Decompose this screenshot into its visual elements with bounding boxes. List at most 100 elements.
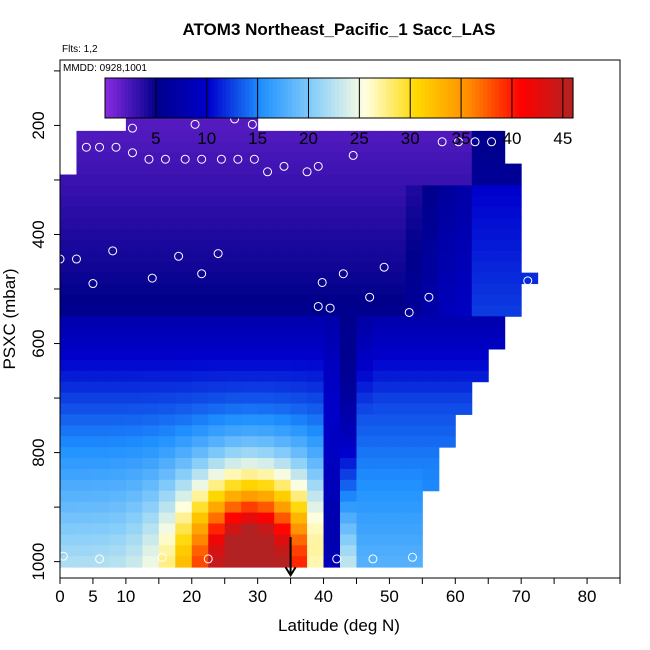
heatmap-cell [125, 250, 143, 263]
heatmap-cell [389, 468, 407, 481]
colorbar-segment [132, 78, 137, 118]
colorbar-segment [323, 78, 328, 118]
heatmap-cell [290, 272, 308, 285]
heatmap-cell [158, 185, 176, 197]
colorbar-segment [350, 78, 356, 118]
heatmap-cell [175, 523, 193, 535]
colorbar-segment [284, 78, 289, 118]
heatmap-cell [340, 381, 357, 394]
heatmap-cell [422, 327, 440, 339]
heatmap-cell [290, 501, 308, 514]
heatmap-cell [307, 338, 325, 350]
x-axis-label: Latitude (deg N) [278, 616, 400, 635]
heatmap-cell [307, 403, 325, 415]
heatmap-cell [405, 392, 423, 405]
heatmap-cell [191, 207, 209, 219]
heatmap-cell [257, 141, 275, 154]
heatmap-cell [455, 338, 473, 350]
colorbar-segment [409, 78, 414, 118]
heatmap-cell [191, 392, 209, 405]
heatmap-cell [372, 316, 390, 328]
heatmap-cell [405, 272, 423, 285]
heatmap-cell [224, 283, 242, 295]
heatmap-cell [455, 392, 473, 405]
heatmap-cell [274, 436, 292, 448]
heatmap-cell [422, 152, 440, 165]
colorbar-segment [198, 78, 204, 118]
colorbar-segment [358, 78, 363, 118]
heatmap-cell [191, 218, 209, 230]
date-annotation: MMDD: 0928,1001 [63, 63, 147, 74]
colorbar-segment [249, 78, 254, 118]
heatmap-cell [158, 414, 176, 426]
heatmap-cell [125, 545, 143, 557]
heatmap-cell [422, 370, 440, 383]
heatmap-cell [290, 512, 308, 524]
heatmap-cell [405, 458, 423, 470]
colorbar-segment [342, 78, 348, 118]
heatmap-cell [109, 436, 127, 448]
heatmap-cell [274, 229, 292, 241]
heatmap-cell [175, 250, 193, 263]
heatmap-cell [372, 239, 390, 252]
heatmap-cell [389, 239, 407, 252]
heatmap-cell [257, 130, 275, 143]
heatmap-cell [257, 545, 275, 557]
heatmap-cell [224, 479, 242, 492]
heatmap-cell [241, 392, 259, 405]
heatmap-cell [323, 174, 341, 186]
heatmap-cell [438, 218, 456, 230]
heatmap-cell [109, 272, 127, 285]
heatmap-cell [290, 283, 308, 295]
heatmap-cell [257, 392, 275, 405]
heatmap-cell [241, 239, 259, 252]
heatmap-cell [60, 556, 77, 568]
heatmap-cell [191, 141, 209, 154]
colorbar-segment [167, 78, 172, 118]
heatmap-cell [109, 403, 127, 415]
heatmap-cell [323, 316, 341, 328]
heatmap-cell [191, 436, 209, 448]
heatmap-cell [290, 479, 308, 492]
heatmap-cell [60, 501, 77, 514]
heatmap-cell [307, 381, 325, 394]
heatmap-cell [488, 327, 506, 339]
heatmap-cell [323, 403, 341, 415]
heatmap-cell [241, 272, 259, 285]
heatmap-cell [455, 229, 473, 241]
heatmap-cell [307, 218, 325, 230]
heatmap-cell [323, 294, 341, 306]
heatmap-cell [323, 338, 341, 350]
heatmap-cell [290, 381, 308, 394]
heatmap-cell [438, 130, 456, 143]
observation-marker [127, 123, 137, 133]
heatmap-cell [241, 458, 259, 470]
heatmap-cell [208, 414, 226, 426]
heatmap-cell [142, 305, 160, 317]
heatmap-cell [224, 425, 242, 437]
heatmap-cell [504, 218, 522, 230]
heatmap-cell [290, 534, 308, 546]
heatmap-cell [372, 196, 390, 208]
heatmap-cell [274, 316, 292, 328]
colorbar-segment [456, 78, 461, 118]
y-tick-label: 600 [29, 329, 48, 357]
heatmap-cell [241, 348, 259, 361]
colorbar-segment [420, 78, 426, 118]
heatmap-cell [109, 250, 127, 263]
heatmap-cell [389, 163, 407, 176]
heatmap-cell [504, 196, 522, 208]
colorbar-segment [479, 78, 484, 118]
heatmap-cell [109, 283, 127, 295]
heatmap-cell [290, 294, 308, 306]
heatmap-cell [60, 261, 77, 274]
colorbar-tick-label: 30 [401, 129, 420, 148]
heatmap-cell [241, 250, 259, 263]
heatmap-cell [76, 250, 94, 263]
heatmap-cell [76, 196, 94, 208]
heatmap-cell [191, 163, 209, 176]
heatmap-overlay [60, 114, 533, 578]
heatmap-cell [422, 218, 440, 230]
heatmap-cell [158, 250, 176, 263]
heatmap-cell [92, 207, 110, 219]
